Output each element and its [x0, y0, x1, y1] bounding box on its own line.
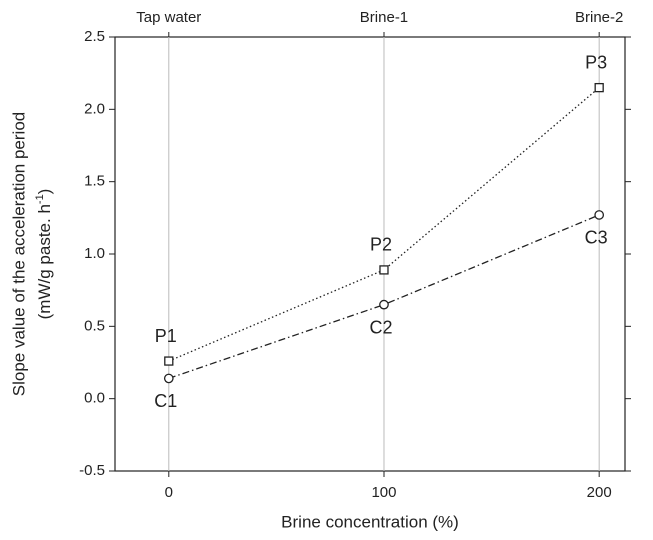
- marker: [594, 210, 605, 220]
- top-tick-label: Brine-2: [575, 9, 623, 26]
- top-tick-label: Tap water: [136, 9, 201, 26]
- point-label: C3: [585, 228, 608, 248]
- point-label: P2: [370, 235, 392, 255]
- top-tick-label: Brine-1: [360, 9, 408, 26]
- y-tick-label: -0.5: [79, 462, 105, 479]
- y-tick-label: 2.0: [84, 100, 105, 117]
- marker: [379, 265, 389, 275]
- y-units-text: (mW/g paste. h: [35, 204, 54, 319]
- x-tick-label: 100: [371, 484, 396, 501]
- y-tick-label: 2.5: [84, 28, 105, 45]
- point-label: P3: [585, 52, 607, 72]
- point-label: C1: [154, 391, 177, 411]
- point-label: P1: [155, 326, 177, 346]
- series-line: [168, 214, 600, 380]
- y-tick-label: 1.5: [84, 173, 105, 190]
- y-units-close: ): [35, 189, 54, 195]
- marker: [164, 356, 174, 366]
- marker: [379, 299, 389, 310]
- x-tick-label: 0: [165, 484, 173, 501]
- y-tick-label: 1.0: [84, 245, 105, 262]
- point-label: C2: [369, 317, 392, 337]
- marker: [163, 373, 174, 384]
- y-tick-label: 0.0: [84, 390, 105, 407]
- marker: [594, 82, 604, 93]
- y-tick-label: 0.5: [84, 317, 105, 334]
- x-tick-label: 200: [587, 484, 612, 501]
- y-axis-label: Slope value of the acceleration period: [9, 112, 28, 396]
- x-axis-label: Brine concentration (%): [281, 512, 459, 531]
- y-axis-units: (mW/g paste. h-1): [34, 189, 55, 320]
- y-units-sup: -1: [34, 194, 46, 204]
